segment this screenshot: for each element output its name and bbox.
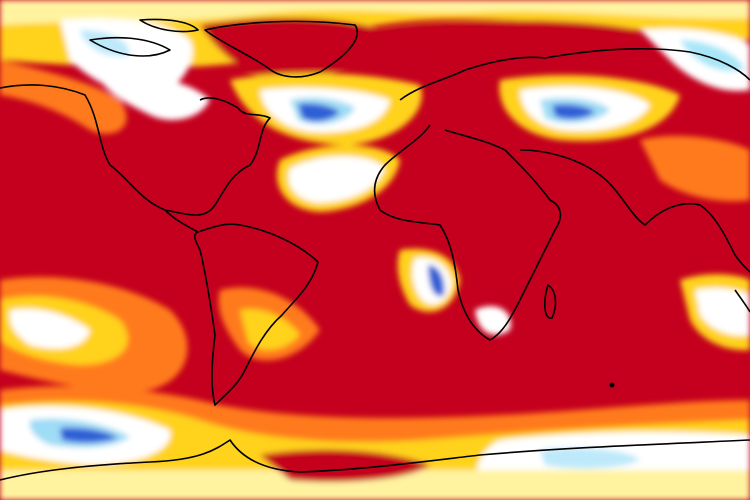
coastline bbox=[0, 84, 271, 216]
neutral-anomaly bbox=[695, 287, 750, 336]
coastline bbox=[204, 20, 358, 78]
warm-anomaly bbox=[260, 449, 430, 482]
coastline bbox=[399, 56, 546, 101]
cold-anomaly bbox=[428, 265, 445, 297]
coastline bbox=[734, 289, 750, 313]
weak-anomaly bbox=[0, 470, 750, 500]
coastline bbox=[519, 47, 750, 273]
coastline bbox=[164, 209, 319, 406]
neutral-anomaly bbox=[100, 76, 210, 120]
cold-anomaly bbox=[60, 427, 118, 443]
island bbox=[609, 382, 615, 388]
coastline bbox=[543, 284, 557, 319]
coastline bbox=[373, 124, 562, 341]
neutral-anomaly bbox=[640, 28, 750, 91]
warm-anomaly bbox=[380, 20, 640, 65]
strong-anomaly bbox=[640, 135, 750, 202]
neutral-anomaly bbox=[9, 308, 90, 349]
coastline bbox=[0, 439, 750, 481]
strong-anomaly bbox=[0, 60, 127, 134]
cold-anomaly bbox=[552, 104, 595, 120]
cold-anomaly bbox=[298, 103, 340, 122]
coastlines bbox=[0, 18, 750, 481]
cool-anomaly bbox=[540, 448, 640, 469]
weak-anomaly bbox=[0, 0, 750, 25]
neutral-anomaly bbox=[288, 156, 385, 203]
coastline bbox=[89, 18, 199, 57]
neutral-anomaly bbox=[475, 306, 511, 335]
cool-anomaly bbox=[80, 30, 130, 57]
cool-anomaly bbox=[680, 40, 745, 72]
warm-anomaly bbox=[200, 18, 380, 85]
moderate-anomaly bbox=[240, 309, 300, 351]
